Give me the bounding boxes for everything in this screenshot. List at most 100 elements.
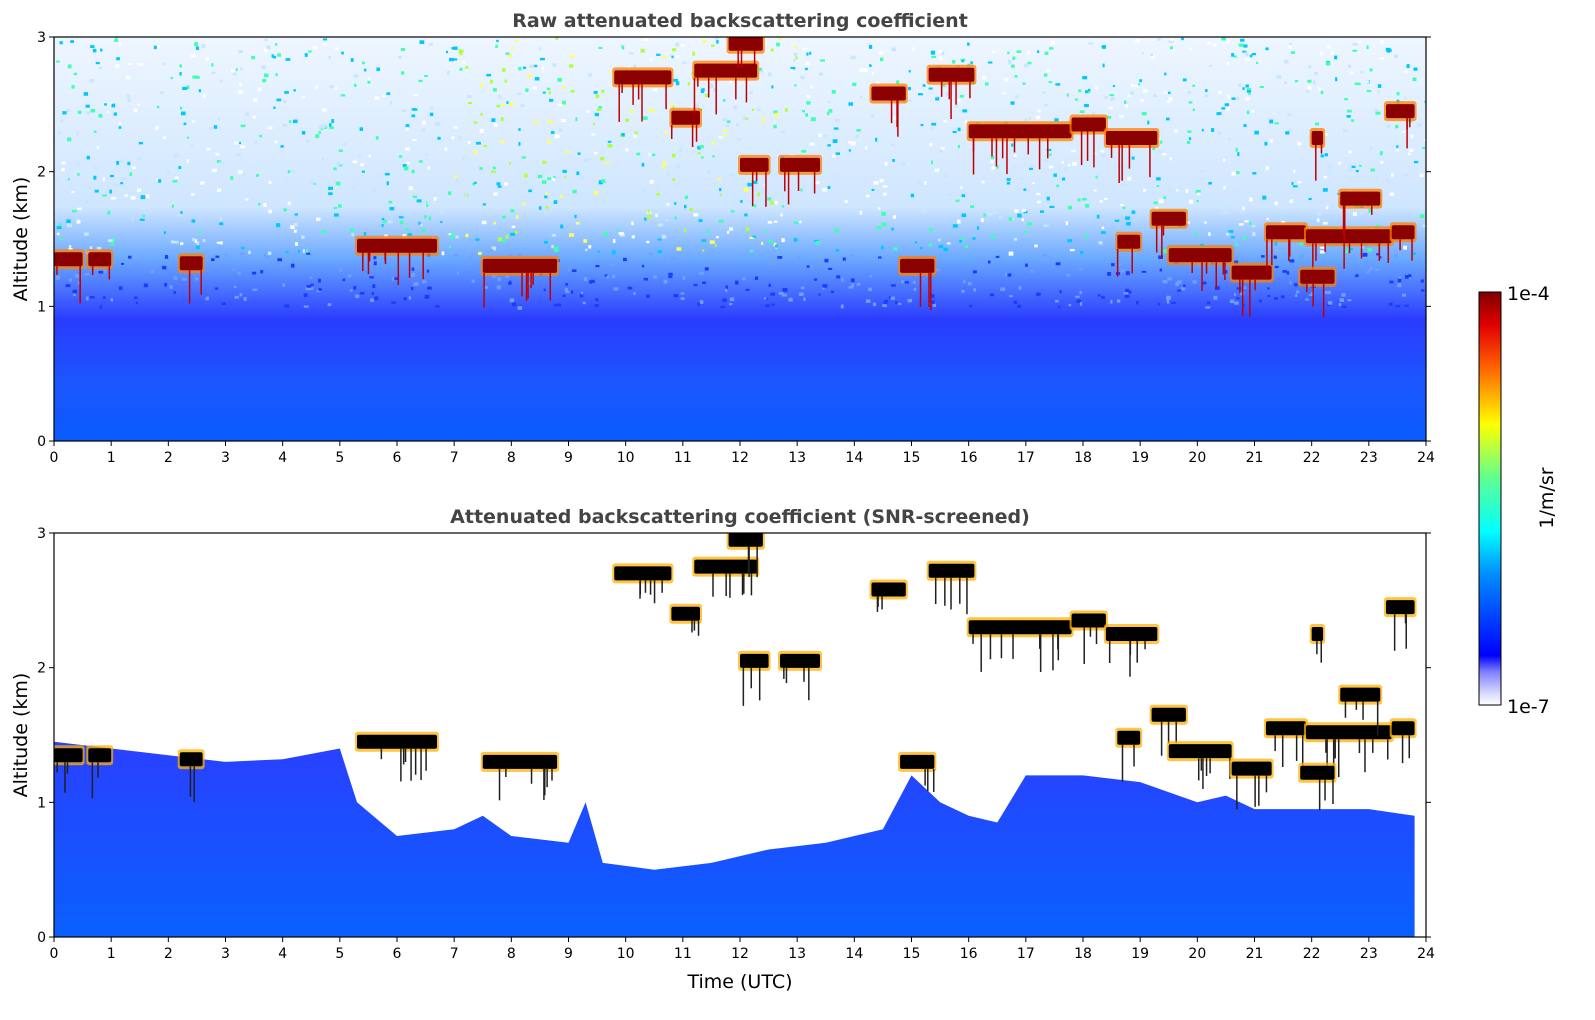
noise-speck bbox=[938, 56, 943, 60]
noise-speck bbox=[877, 207, 881, 210]
noise-speck bbox=[908, 87, 912, 91]
noise-speck bbox=[465, 66, 469, 69]
noise-speck bbox=[581, 291, 584, 295]
noise-speck bbox=[1402, 293, 1406, 297]
noise-speck bbox=[498, 94, 502, 99]
noise-speck bbox=[768, 239, 773, 243]
noise-speck bbox=[418, 160, 423, 163]
noise-speck bbox=[797, 256, 801, 260]
noise-speck bbox=[913, 287, 917, 291]
noise-speck bbox=[402, 164, 407, 168]
noise-speck bbox=[339, 267, 343, 272]
noise-speck bbox=[1131, 156, 1135, 160]
noise-speck bbox=[426, 269, 430, 273]
noise-speck bbox=[251, 271, 257, 275]
noise-speck bbox=[483, 144, 487, 148]
noise-speck bbox=[509, 298, 515, 303]
noise-speck bbox=[1424, 100, 1426, 104]
noise-speck bbox=[771, 85, 774, 89]
noise-speck bbox=[564, 150, 569, 154]
noise-speck bbox=[342, 278, 346, 282]
noise-speck bbox=[1158, 199, 1164, 204]
noise-speck bbox=[205, 57, 209, 61]
noise-speck bbox=[283, 208, 287, 212]
noise-speck bbox=[959, 94, 964, 98]
noise-speck bbox=[525, 88, 529, 92]
noise-speck bbox=[558, 128, 563, 132]
noise-speck bbox=[1242, 206, 1245, 211]
noise-speck bbox=[570, 89, 575, 93]
noise-speck bbox=[1208, 181, 1212, 185]
noise-speck bbox=[481, 220, 487, 225]
noise-speck bbox=[1407, 274, 1412, 278]
noise-speck bbox=[376, 67, 381, 72]
noise-speck bbox=[1225, 106, 1230, 111]
cloud-layer bbox=[1071, 613, 1106, 628]
noise-speck bbox=[294, 213, 298, 216]
noise-speck bbox=[542, 66, 545, 71]
noise-speck bbox=[139, 218, 145, 221]
noise-speck bbox=[1181, 37, 1184, 41]
noise-speck bbox=[1319, 51, 1324, 56]
noise-speck bbox=[219, 161, 224, 165]
x-tick-label: 11 bbox=[674, 946, 692, 962]
noise-speck bbox=[598, 46, 603, 49]
noise-speck bbox=[1349, 247, 1353, 251]
noise-speck bbox=[353, 179, 356, 182]
x-tick-label: 23 bbox=[1360, 946, 1378, 962]
noise-speck bbox=[1167, 277, 1172, 281]
noise-speck bbox=[1231, 97, 1236, 100]
noise-speck bbox=[1046, 69, 1051, 72]
noise-speck bbox=[759, 70, 764, 73]
x-tick-label: 23 bbox=[1360, 450, 1378, 466]
noise-speck bbox=[912, 47, 915, 51]
noise-speck bbox=[237, 141, 241, 145]
noise-speck bbox=[1348, 64, 1352, 68]
cloud-layer bbox=[88, 748, 112, 763]
noise-speck bbox=[280, 263, 285, 267]
noise-speck bbox=[642, 189, 646, 193]
noise-speck bbox=[102, 296, 106, 299]
noise-speck bbox=[662, 55, 667, 59]
noise-speck bbox=[547, 139, 551, 144]
cloud-layer bbox=[1117, 730, 1141, 745]
noise-speck bbox=[908, 99, 912, 102]
noise-speck bbox=[701, 88, 705, 92]
noise-speck bbox=[1001, 92, 1006, 95]
noise-speck bbox=[333, 213, 339, 217]
noise-speck bbox=[182, 277, 187, 281]
noise-speck bbox=[740, 200, 743, 203]
noise-speck bbox=[1023, 230, 1028, 234]
noise-speck bbox=[190, 144, 194, 147]
x-tick-label: 22 bbox=[1303, 946, 1321, 962]
noise-speck bbox=[848, 149, 851, 152]
noise-speck bbox=[351, 232, 355, 236]
noise-speck bbox=[865, 299, 871, 303]
x-tick-label: 7 bbox=[450, 450, 459, 466]
noise-speck bbox=[106, 111, 109, 114]
noise-speck bbox=[533, 64, 538, 68]
noise-speck bbox=[1157, 150, 1163, 153]
noise-speck bbox=[216, 160, 222, 164]
noise-speck bbox=[400, 220, 404, 225]
cloud-layer bbox=[54, 748, 83, 763]
noise-speck bbox=[1100, 231, 1106, 234]
noise-speck bbox=[413, 94, 419, 97]
noise-speck bbox=[557, 103, 563, 107]
noise-speck bbox=[643, 38, 649, 42]
noise-speck bbox=[803, 297, 806, 302]
noise-speck bbox=[257, 202, 261, 206]
noise-speck bbox=[489, 79, 493, 84]
noise-speck bbox=[461, 156, 465, 160]
noise-speck bbox=[86, 155, 90, 160]
noise-speck bbox=[891, 47, 897, 52]
x-tick-label: 4 bbox=[278, 946, 287, 962]
noise-speck bbox=[1375, 175, 1379, 179]
noise-speck bbox=[216, 241, 221, 244]
noise-speck bbox=[869, 274, 873, 278]
noise-speck bbox=[560, 224, 564, 229]
cloud-layer bbox=[1340, 191, 1381, 206]
noise-speck bbox=[455, 235, 459, 239]
cloud-layer bbox=[614, 566, 672, 581]
noise-speck bbox=[1187, 130, 1192, 133]
